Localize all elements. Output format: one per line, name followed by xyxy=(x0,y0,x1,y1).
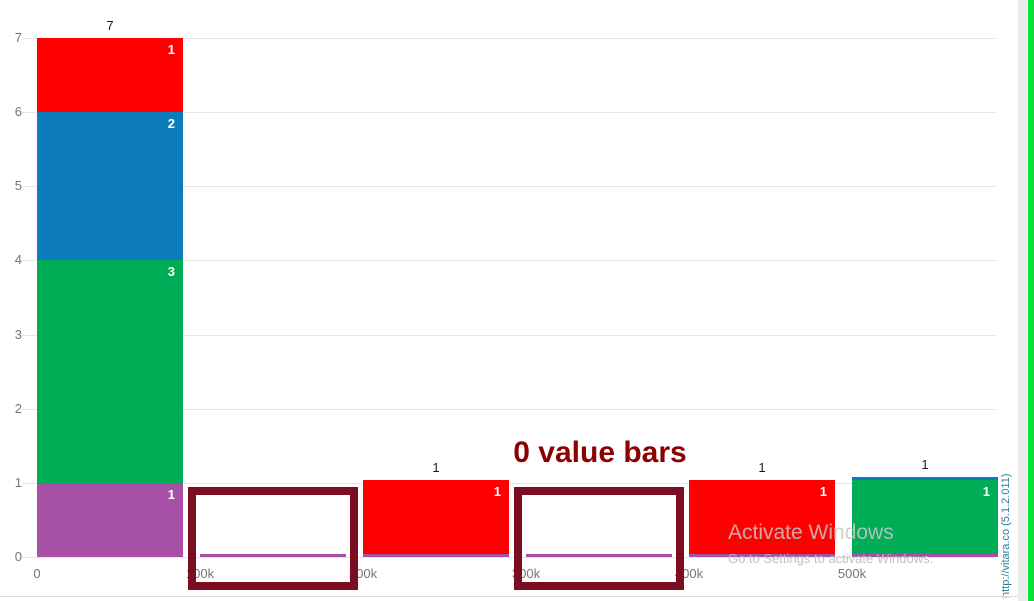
bar-segment-purple[interactable] xyxy=(689,554,835,557)
zero-value-highlight-box xyxy=(514,487,684,590)
segment-value-label: 1 xyxy=(167,486,175,502)
bar-segment-purple[interactable] xyxy=(200,554,346,557)
x-axis-tick-label: 0 xyxy=(33,566,41,581)
bar-segment-purple[interactable] xyxy=(363,554,509,557)
y-gridline xyxy=(22,408,996,410)
y-gridline xyxy=(22,38,996,40)
segment-value-label: 2 xyxy=(167,116,175,132)
bar-total-label: 7 xyxy=(106,18,114,34)
bar-segment-blue[interactable] xyxy=(852,476,998,480)
bar-total-label: 1 xyxy=(758,459,766,475)
segment-value-label: 1 xyxy=(819,483,827,499)
y-axis-tick-label: 3 xyxy=(14,326,22,342)
scrollbar-track[interactable] xyxy=(1018,0,1027,601)
annotation-label: 0 value bars xyxy=(513,436,687,469)
y-gridline xyxy=(22,557,996,558)
bar-segment-red[interactable]: 1 xyxy=(37,38,183,113)
bar-segment-red[interactable]: 1 xyxy=(363,479,509,554)
bar-segment-green[interactable]: 1 xyxy=(852,479,998,554)
bar-segment-purple[interactable] xyxy=(526,554,672,557)
bar-segment-purple[interactable] xyxy=(852,554,998,557)
bar-total-label: 1 xyxy=(432,459,440,475)
y-axis-tick-label: 4 xyxy=(14,252,22,268)
bar-segment-green[interactable]: 3 xyxy=(37,260,183,483)
y-axis-tick-label: 2 xyxy=(14,400,22,416)
y-gridline xyxy=(22,334,996,336)
y-axis-tick-label: 5 xyxy=(14,178,22,194)
vendor-version-vertical-text: http://vitara.co (5.1.2.011) xyxy=(1000,473,1012,598)
green-edge-strip xyxy=(1028,0,1034,601)
segment-value-label: 1 xyxy=(167,42,175,58)
segment-value-label: 1 xyxy=(982,483,990,499)
x-axis-tick-label: 500k xyxy=(837,566,867,581)
segment-value-label: 3 xyxy=(167,264,175,280)
y-axis-tick-label: 7 xyxy=(14,30,22,46)
y-gridline xyxy=(22,112,996,114)
y-gridline xyxy=(22,260,996,262)
bar-total-label: 1 xyxy=(921,456,929,472)
y-axis-tick-label: 6 xyxy=(14,104,22,120)
y-gridline xyxy=(22,482,996,484)
bottom-divider-line xyxy=(0,596,1019,597)
bar-segment-red[interactable]: 1 xyxy=(689,479,835,554)
segment-value-label: 1 xyxy=(493,483,501,499)
y-axis-tick-label: 0 xyxy=(14,549,22,564)
bar-segment-purple[interactable]: 1 xyxy=(37,482,183,557)
y-axis-tick-label: 1 xyxy=(14,474,22,490)
zero-value-highlight-box xyxy=(188,487,358,590)
y-gridline xyxy=(22,186,996,188)
bar-segment-blue[interactable]: 2 xyxy=(37,112,183,261)
